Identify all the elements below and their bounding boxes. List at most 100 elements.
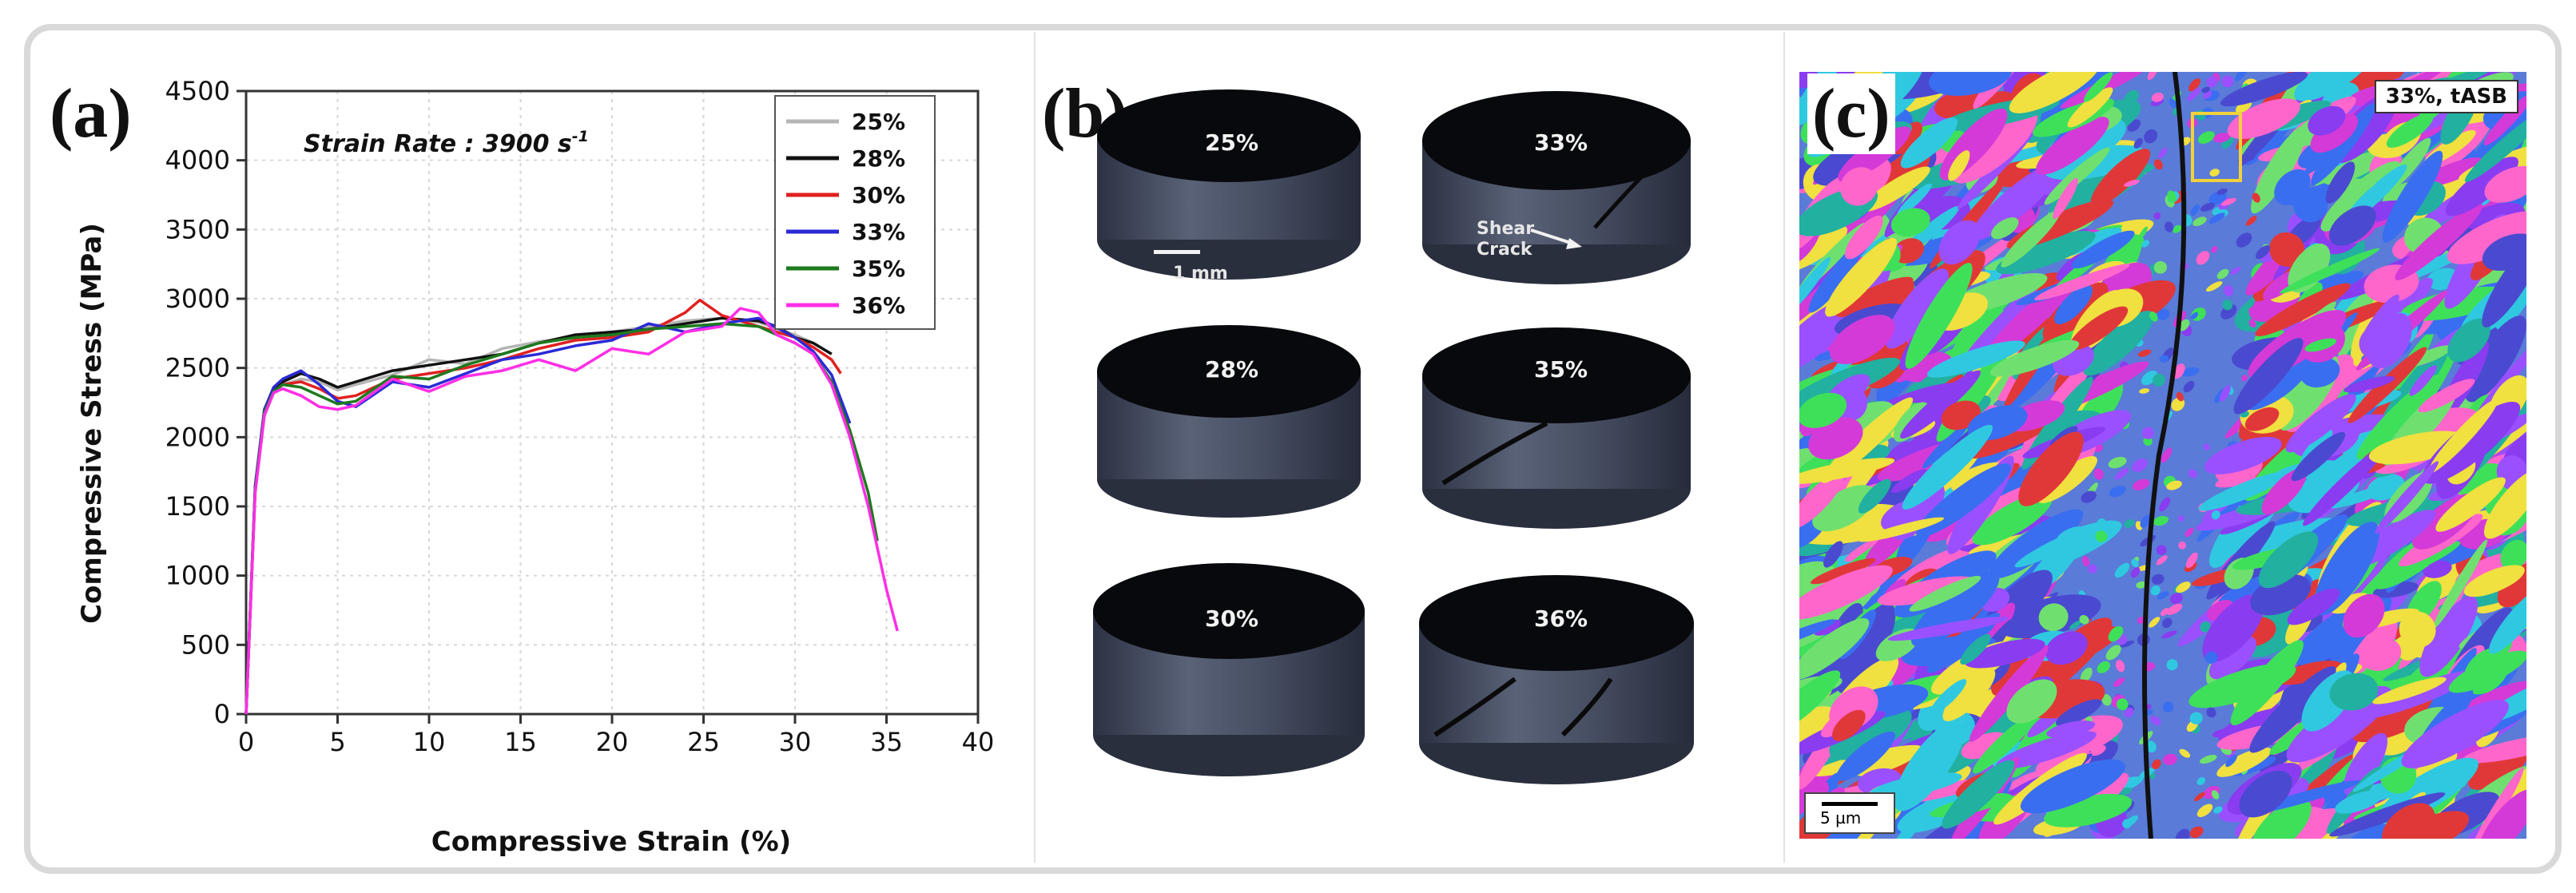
grain bbox=[1823, 541, 1843, 568]
grain bbox=[2255, 283, 2351, 336]
grain bbox=[2249, 666, 2336, 753]
grain bbox=[2135, 235, 2145, 244]
grain bbox=[2124, 707, 2134, 718]
grain bbox=[2191, 308, 2206, 321]
grain bbox=[2053, 177, 2078, 220]
grain bbox=[2151, 574, 2165, 585]
grain bbox=[2054, 284, 2093, 324]
series-line-25 bbox=[244, 316, 814, 715]
grain bbox=[1989, 509, 2084, 579]
grain bbox=[2108, 456, 2127, 469]
grain bbox=[2483, 93, 2526, 145]
y-tick-label: 3500 bbox=[165, 214, 230, 244]
ebsd-map: 33%, tASB 5 µm bbox=[1799, 72, 2526, 839]
grain bbox=[2001, 210, 2061, 268]
grain bbox=[1799, 565, 1893, 620]
grain bbox=[1832, 709, 1866, 741]
specimen-photos bbox=[1093, 89, 1694, 784]
grain bbox=[1890, 208, 1930, 237]
grain bbox=[2427, 399, 2498, 474]
grain bbox=[2156, 555, 2168, 566]
grain bbox=[2205, 281, 2223, 292]
legend-entry: 30% bbox=[852, 182, 905, 208]
series-line-36 bbox=[244, 307, 899, 715]
grain bbox=[1845, 215, 1883, 260]
x-tick-label: 20 bbox=[596, 727, 629, 757]
grain bbox=[1938, 220, 1981, 265]
grain bbox=[1926, 613, 2001, 673]
panel-divider-1 bbox=[1034, 32, 1036, 863]
grain bbox=[2105, 645, 2121, 661]
panel-label-a: (a) bbox=[50, 75, 132, 153]
grain bbox=[1862, 166, 1930, 212]
arrow-head-icon bbox=[1566, 238, 1582, 249]
grain bbox=[2462, 733, 2526, 764]
grain bbox=[2069, 620, 2082, 629]
grain bbox=[2162, 701, 2174, 712]
grain bbox=[2069, 306, 2129, 351]
grain bbox=[2276, 661, 2342, 685]
grain bbox=[2423, 560, 2452, 578]
grain bbox=[2372, 677, 2447, 704]
grain bbox=[2220, 385, 2231, 402]
grain bbox=[1858, 478, 1891, 514]
grain bbox=[2489, 586, 2526, 654]
ebsd-scale-bar bbox=[1822, 802, 1878, 806]
grain bbox=[1891, 469, 1927, 494]
grain bbox=[1996, 231, 2096, 275]
grain bbox=[2166, 659, 2178, 671]
grain bbox=[2484, 165, 2526, 203]
grain bbox=[2202, 594, 2264, 662]
grain bbox=[2071, 230, 2135, 269]
grain bbox=[2101, 694, 2112, 706]
grain bbox=[2147, 72, 2158, 81]
grain bbox=[2009, 72, 2101, 113]
grain bbox=[2176, 391, 2184, 402]
grain bbox=[2187, 87, 2201, 101]
x-tick-label: 0 bbox=[238, 727, 254, 757]
grain bbox=[2130, 567, 2141, 578]
grain bbox=[2269, 232, 2305, 267]
grain bbox=[1990, 339, 2080, 377]
grain bbox=[2173, 224, 2182, 233]
grain bbox=[2124, 180, 2140, 187]
grain bbox=[1840, 167, 1878, 206]
legend-entry: 36% bbox=[852, 292, 905, 319]
specimen-scale-bar bbox=[1154, 250, 1200, 254]
grain bbox=[2252, 192, 2260, 203]
grain bbox=[2175, 828, 2190, 839]
grain bbox=[2308, 105, 2346, 136]
grain bbox=[2208, 212, 2225, 224]
grain bbox=[2176, 581, 2191, 593]
grain bbox=[1811, 558, 1876, 585]
grain bbox=[2387, 811, 2470, 839]
x-axis-label: Compressive Strain (%) bbox=[431, 826, 791, 858]
x-tick-label: 10 bbox=[413, 727, 446, 757]
grain bbox=[2179, 748, 2191, 758]
grain bbox=[1812, 485, 1877, 532]
grain bbox=[2421, 157, 2484, 187]
grain bbox=[2236, 100, 2252, 113]
grain bbox=[2097, 518, 2106, 528]
grain bbox=[2211, 790, 2220, 800]
specimen-label-28: 28% bbox=[1205, 356, 1259, 383]
grain bbox=[2200, 621, 2211, 633]
grain bbox=[2483, 469, 2526, 539]
series-lines bbox=[244, 298, 899, 715]
ebsd-scale-box: 5 µm bbox=[1804, 792, 1895, 834]
y-tick-label: 1500 bbox=[165, 491, 230, 522]
grain bbox=[2153, 516, 2169, 526]
ebsd-scale-label: 5 µm bbox=[1820, 808, 1862, 828]
grain bbox=[2346, 177, 2377, 195]
grain bbox=[2220, 72, 2308, 107]
grain bbox=[2093, 468, 2104, 480]
grain bbox=[2285, 394, 2356, 453]
grain bbox=[2320, 161, 2400, 232]
strain-rate-annotation: Strain Rate : 3900 s-1 bbox=[304, 128, 589, 158]
grain bbox=[2206, 707, 2216, 718]
grain bbox=[2204, 651, 2218, 665]
grain bbox=[2150, 716, 2161, 726]
grain bbox=[2304, 338, 2337, 352]
grain bbox=[2188, 78, 2200, 92]
y-tick-label: 500 bbox=[181, 629, 230, 660]
